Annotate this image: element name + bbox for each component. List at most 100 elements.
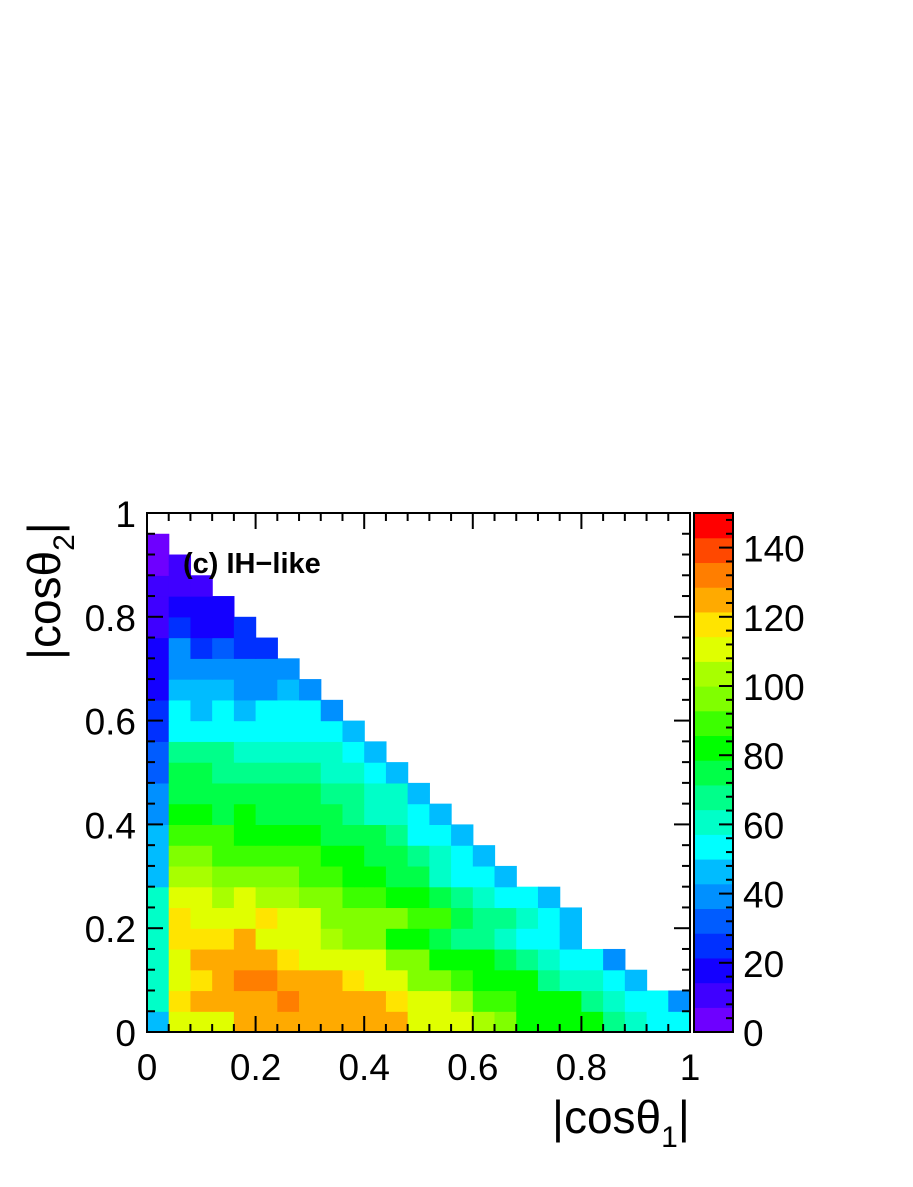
x-tick-label: 0.6 [447, 1047, 498, 1088]
y-axis-title-sub: 2 [48, 534, 81, 551]
heatmap-cell [342, 741, 365, 763]
heatmap-cell [342, 824, 365, 846]
heatmap-cell [299, 824, 322, 846]
heatmap-cell [451, 969, 474, 992]
x-axis-title-end: | [678, 1091, 690, 1143]
heatmap-cell [320, 720, 344, 742]
heatmap-cell [385, 1011, 409, 1033]
heatmap-cell [299, 886, 322, 909]
heatmap-cell [342, 928, 365, 950]
heatmap-cell [537, 948, 561, 971]
heatmap-cell [212, 720, 235, 742]
heatmap-cell [233, 845, 257, 867]
heatmap-cell [277, 990, 300, 1012]
heatmap-cell [407, 1011, 430, 1033]
heatmap-cell [233, 1011, 257, 1033]
heatmap-cell [299, 699, 322, 722]
heatmap-cell [516, 948, 539, 971]
heatmap-cell [168, 824, 192, 846]
heatmap-cell [147, 554, 170, 576]
heatmap-cell [559, 907, 582, 929]
heatmap-cell [494, 969, 517, 992]
heatmap-cell [385, 907, 409, 929]
heatmap-cell [190, 762, 213, 784]
heatmap-cell [277, 699, 300, 722]
colorbar-tick-label: 80 [743, 736, 784, 777]
heatmap-cell [494, 907, 517, 929]
heatmap-cell [147, 637, 170, 659]
heatmap-cell [385, 803, 409, 825]
heatmap-cell [320, 741, 344, 763]
y-axis-title-end: | [18, 522, 70, 534]
heatmap-cell [168, 969, 192, 992]
heatmap-cell [299, 845, 322, 867]
heatmap-cell [168, 886, 192, 909]
heatmap-cell [364, 782, 387, 805]
heatmap-cell [168, 679, 192, 701]
heatmap-cell [603, 990, 626, 1012]
heatmap-cell [429, 969, 452, 992]
heatmap-cell [385, 824, 409, 846]
colorbar-tick-label: 60 [743, 805, 784, 846]
heatmap-cell [168, 990, 192, 1012]
heatmap-cell [147, 886, 170, 909]
heatmap-cell [320, 865, 344, 888]
heatmap-cell [342, 948, 365, 971]
heatmap-cell [233, 803, 257, 825]
heatmap-cell [190, 741, 213, 763]
heatmap-cell [147, 969, 170, 992]
heatmap-cell [147, 575, 170, 597]
heatmap-cell [451, 1011, 474, 1033]
heatmap-cell [320, 907, 344, 929]
heatmap-cell [190, 575, 213, 597]
heatmap-cell [342, 845, 365, 867]
heatmap-cell [168, 948, 192, 971]
heatmap-cell [277, 948, 300, 971]
colorbar-tick-label: 20 [743, 944, 784, 985]
heatmap-cell [320, 886, 344, 909]
heatmap-cell [212, 762, 235, 784]
heatmap-cell [255, 679, 278, 701]
heatmap-cell [190, 845, 213, 867]
heatmap-cell [255, 948, 278, 971]
heatmap-cell [212, 658, 235, 680]
heatmap-cell [190, 969, 213, 992]
heatmap-cell [451, 886, 474, 909]
heatmap-cell [168, 1011, 192, 1033]
heatmap-cell [364, 824, 387, 846]
heatmap-cell [537, 886, 561, 909]
heatmap-cell [385, 865, 409, 888]
heatmap-cell [255, 845, 278, 867]
heatmap-cell [451, 824, 474, 846]
heatmap-cell [233, 741, 257, 763]
heatmap-cell [472, 907, 496, 929]
heatmap-cell [320, 762, 344, 784]
heatmap-cell [516, 969, 539, 992]
heatmap-cell [147, 865, 170, 888]
heatmap-cell [255, 782, 278, 805]
heatmap-cell [494, 990, 517, 1012]
heatmap-cell [212, 990, 235, 1012]
heatmap-cell [646, 990, 669, 1012]
heatmap-cell [190, 886, 213, 909]
heatmap-cell [190, 948, 213, 971]
colorbar-segment [694, 933, 733, 959]
heatmap-cell [342, 762, 365, 784]
x-tick-label: 0.8 [556, 1047, 607, 1088]
heatmap-cell [516, 1011, 539, 1033]
heatmap-cell [255, 969, 278, 992]
heatmap-cell [233, 928, 257, 950]
heatmap-cell [147, 679, 170, 701]
heatmap-cell [190, 658, 213, 680]
heatmap-cell [212, 907, 235, 929]
heatmap-cell [147, 948, 170, 971]
heatmap-cell [277, 741, 300, 763]
heatmap-cell [233, 969, 257, 992]
heatmap-cell [277, 886, 300, 909]
heatmap-cell [494, 928, 517, 950]
colorbar-tick-label: 140 [743, 529, 805, 570]
heatmap-cell [451, 990, 474, 1012]
heatmap-cell [255, 824, 278, 846]
heatmap-cell [364, 1011, 387, 1033]
heatmap-cell [147, 596, 170, 618]
